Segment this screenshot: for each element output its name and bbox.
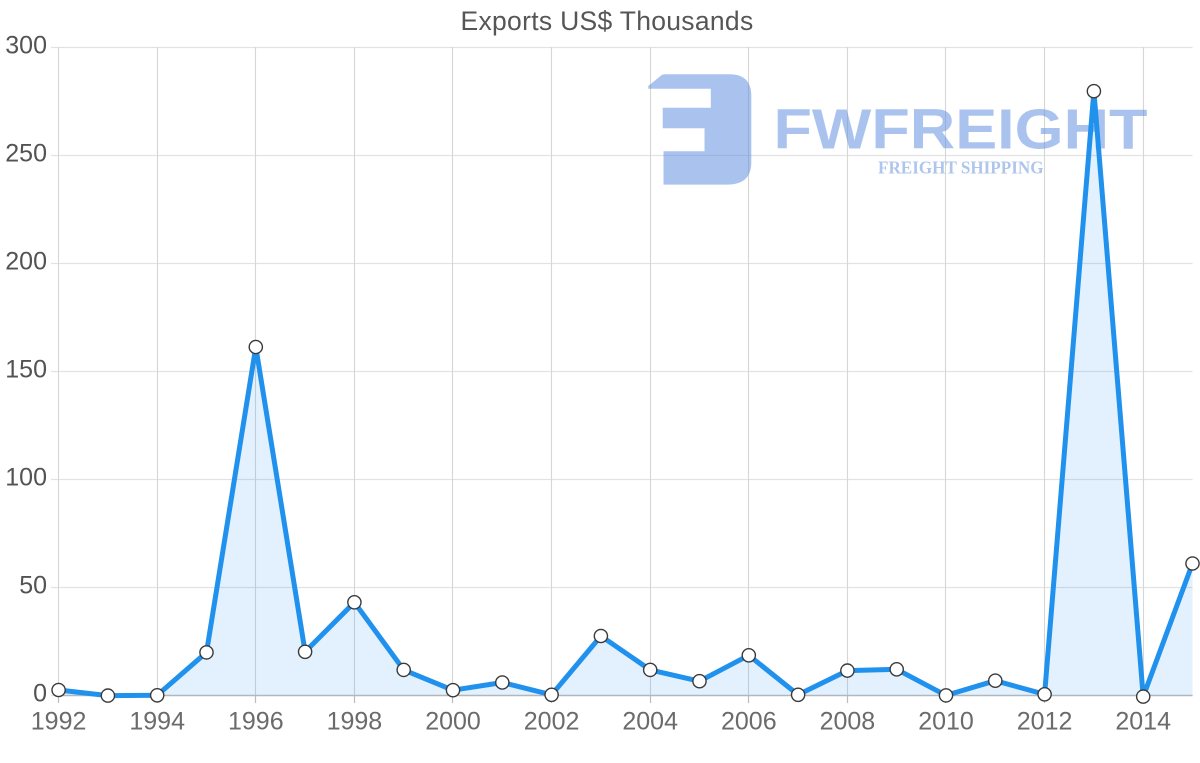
svg-text:150: 150 [5,356,47,384]
svg-text:Exports US$ Thousands: Exports US$ Thousands [460,6,753,36]
svg-text:2008: 2008 [820,707,876,735]
svg-text:1992: 1992 [31,707,87,735]
svg-text:200: 200 [5,248,47,276]
svg-text:FWFREIGHT: FWFREIGHT [774,97,1148,161]
svg-text:2012: 2012 [1017,707,1073,735]
svg-text:250: 250 [5,140,47,168]
svg-text:1996: 1996 [228,707,284,735]
svg-text:0: 0 [33,680,47,708]
svg-text:2004: 2004 [622,707,678,735]
svg-text:100: 100 [5,464,47,492]
svg-text:2006: 2006 [721,707,777,735]
svg-text:300: 300 [5,32,47,60]
svg-text:1994: 1994 [129,707,185,735]
svg-text:50: 50 [19,572,47,600]
svg-text:2014: 2014 [1115,707,1171,735]
svg-text:FREIGHT SHIPPING: FREIGHT SHIPPING [878,158,1044,178]
svg-text:2010: 2010 [918,707,974,735]
svg-text:2000: 2000 [425,707,481,735]
svg-text:1998: 1998 [327,707,383,735]
svg-text:2002: 2002 [524,707,580,735]
